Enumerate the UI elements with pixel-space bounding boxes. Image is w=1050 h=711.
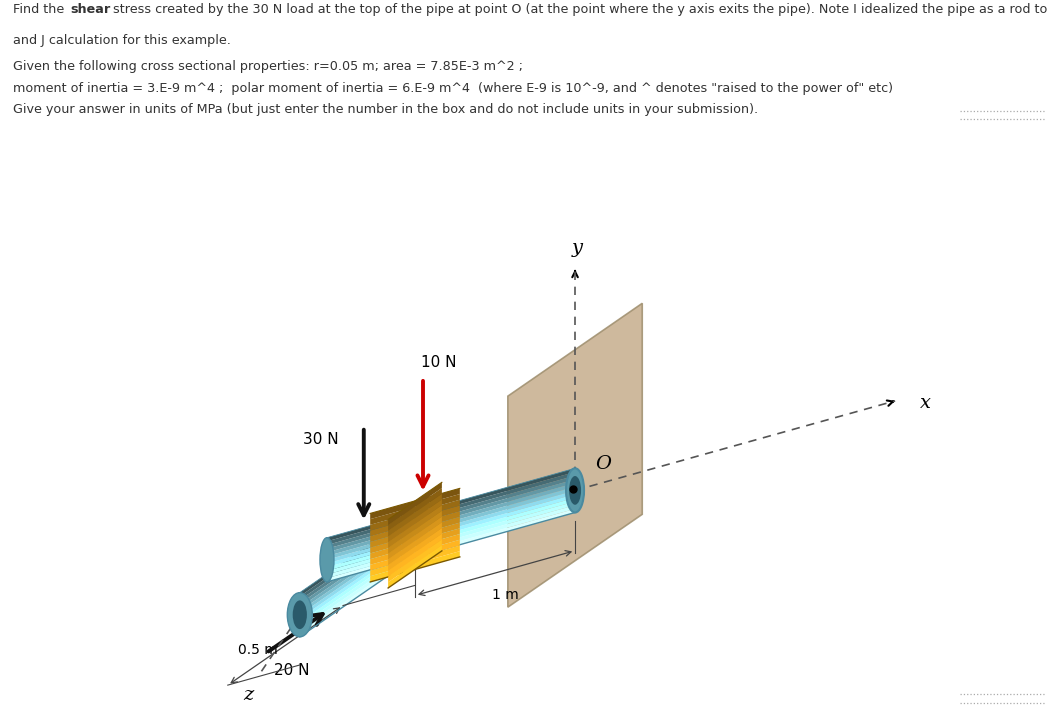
- Polygon shape: [371, 511, 460, 542]
- Polygon shape: [327, 469, 575, 541]
- Text: Find the: Find the: [13, 3, 68, 16]
- Polygon shape: [300, 542, 415, 626]
- Polygon shape: [327, 476, 575, 549]
- Polygon shape: [388, 517, 442, 560]
- Polygon shape: [388, 499, 442, 542]
- Ellipse shape: [569, 476, 581, 505]
- Polygon shape: [300, 517, 415, 600]
- Text: Given the following cross sectional properties: r=0.05 m; area = 7.85E-3 m^2 ;: Given the following cross sectional prop…: [13, 60, 523, 73]
- Polygon shape: [371, 551, 460, 582]
- Polygon shape: [327, 494, 575, 567]
- Polygon shape: [371, 500, 460, 530]
- Ellipse shape: [320, 538, 334, 582]
- Polygon shape: [300, 532, 415, 615]
- Polygon shape: [300, 546, 415, 629]
- Ellipse shape: [566, 469, 584, 513]
- Polygon shape: [388, 540, 442, 582]
- Polygon shape: [300, 535, 415, 619]
- Polygon shape: [371, 528, 460, 559]
- Ellipse shape: [288, 593, 312, 637]
- Text: y: y: [571, 240, 583, 257]
- Polygon shape: [388, 488, 442, 531]
- Polygon shape: [327, 491, 575, 563]
- Polygon shape: [371, 488, 460, 519]
- Polygon shape: [327, 479, 575, 552]
- Text: Give your answer in units of MPa (but just enter the number in the box and do no: Give your answer in units of MPa (but ju…: [13, 103, 758, 116]
- Polygon shape: [371, 506, 460, 536]
- Polygon shape: [508, 304, 643, 607]
- Polygon shape: [300, 539, 415, 622]
- Polygon shape: [300, 528, 415, 611]
- Polygon shape: [300, 554, 415, 637]
- Polygon shape: [327, 505, 575, 578]
- Polygon shape: [388, 523, 442, 565]
- Text: 1 m: 1 m: [491, 588, 519, 602]
- Polygon shape: [371, 540, 460, 570]
- Text: O: O: [595, 455, 611, 474]
- Polygon shape: [300, 520, 415, 604]
- Polygon shape: [388, 534, 442, 577]
- Polygon shape: [300, 524, 415, 607]
- Polygon shape: [327, 472, 575, 545]
- Polygon shape: [388, 528, 442, 571]
- Polygon shape: [327, 498, 575, 571]
- Text: moment of inertia = 3.E-9 m^4 ;  polar moment of inertia = 6.E-9 m^4  (where E-9: moment of inertia = 3.E-9 m^4 ; polar mo…: [13, 82, 892, 95]
- Polygon shape: [371, 494, 460, 525]
- Text: 20 N: 20 N: [274, 663, 310, 678]
- Polygon shape: [300, 513, 415, 597]
- Polygon shape: [388, 545, 442, 588]
- Polygon shape: [388, 506, 442, 548]
- Text: 30 N: 30 N: [303, 432, 339, 447]
- Polygon shape: [371, 523, 460, 553]
- Polygon shape: [300, 550, 415, 634]
- Polygon shape: [327, 483, 575, 556]
- Text: and J calculation for this example.: and J calculation for this example.: [13, 34, 231, 47]
- Text: 0.5 m: 0.5 m: [237, 643, 277, 658]
- Text: z: z: [244, 687, 253, 705]
- Polygon shape: [327, 501, 575, 574]
- Polygon shape: [327, 509, 575, 582]
- Polygon shape: [388, 511, 442, 554]
- Polygon shape: [371, 545, 460, 576]
- Polygon shape: [327, 487, 575, 560]
- Text: x: x: [920, 394, 931, 412]
- Text: stress created by the 30 N load at the top of the pipe at point O (at the point : stress created by the 30 N load at the t…: [109, 3, 1050, 16]
- Polygon shape: [371, 517, 460, 547]
- Text: 10 N: 10 N: [421, 355, 457, 370]
- Polygon shape: [388, 493, 442, 537]
- Polygon shape: [371, 534, 460, 565]
- Text: shear: shear: [70, 3, 110, 16]
- Ellipse shape: [293, 600, 307, 629]
- Polygon shape: [388, 482, 442, 525]
